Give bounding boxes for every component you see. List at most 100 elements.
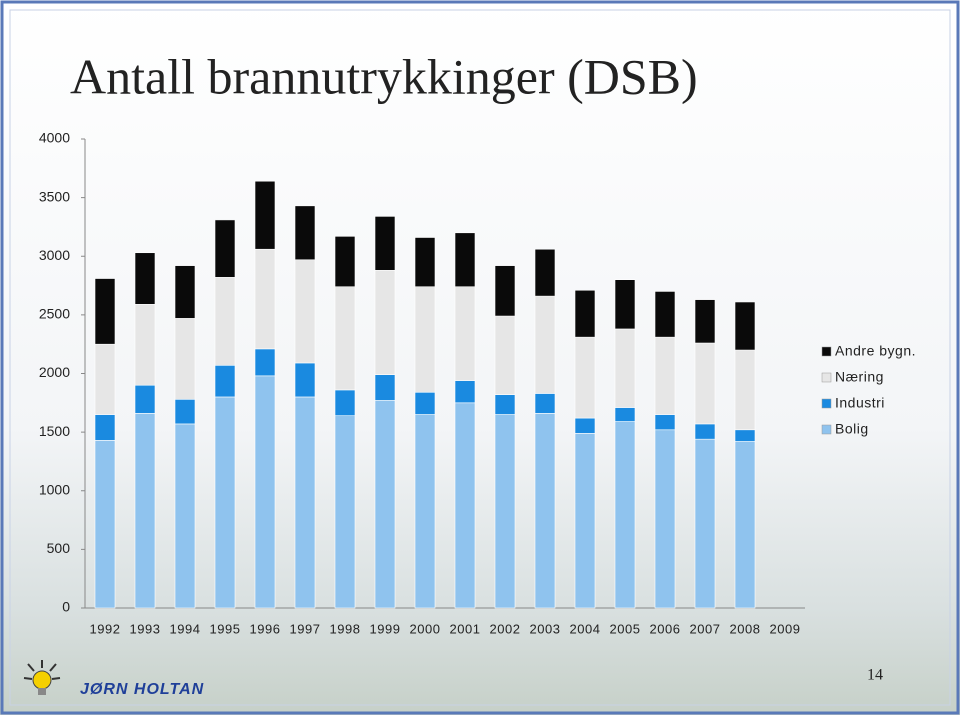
bar-segment — [254, 248, 276, 350]
bar-segment — [734, 301, 756, 351]
bar-segment — [414, 414, 436, 609]
bar-segment — [614, 279, 636, 330]
bar-segment — [694, 423, 716, 440]
x-tick-label: 1997 — [290, 621, 321, 636]
bar-segment — [374, 270, 396, 375]
bar-segment — [534, 393, 556, 414]
bar-segment — [134, 304, 156, 386]
slide-inner-border — [9, 9, 951, 706]
chart-title: Antall brannutrykkinger (DSB) — [70, 48, 698, 104]
bar-segment — [294, 362, 316, 398]
bar-segment — [334, 389, 356, 417]
bar-segment — [174, 423, 196, 609]
bar-segment — [734, 441, 756, 609]
x-tick-label: 2007 — [690, 621, 721, 636]
bar-segment — [414, 391, 436, 415]
bar-segment — [334, 415, 356, 609]
bar-segment — [214, 396, 236, 609]
bar-segment — [574, 289, 596, 338]
legend-label: Bolig — [835, 421, 869, 437]
bar-segment — [574, 417, 596, 434]
x-tick-label: 1994 — [170, 621, 201, 636]
legend-swatch — [821, 424, 832, 435]
x-tick-label: 2003 — [530, 621, 561, 636]
x-tick-label: 1995 — [210, 621, 241, 636]
y-tick-label: 4000 — [39, 130, 70, 146]
bar-segment — [654, 429, 676, 609]
bar-segment — [94, 440, 116, 609]
legend-swatch — [821, 398, 832, 409]
bar-segment — [174, 318, 196, 400]
bar-segment — [614, 421, 636, 609]
bar-segment — [254, 348, 276, 377]
bar-segment — [134, 413, 156, 609]
bar-segment — [214, 277, 236, 366]
author: JØRN HOLTAN — [80, 681, 204, 698]
bar-segment — [734, 349, 756, 431]
bar-segment — [174, 398, 196, 425]
bar-segment — [694, 342, 716, 425]
x-tick-label: 2004 — [570, 621, 601, 636]
bar-segment — [254, 375, 276, 609]
bar-segment — [654, 414, 676, 431]
bar-segment — [654, 291, 676, 338]
x-tick-label: 1992 — [90, 621, 121, 636]
legend-swatch — [821, 346, 832, 357]
bar-segment — [614, 328, 636, 408]
bar-segment — [534, 248, 556, 297]
bar-segment — [334, 236, 356, 288]
x-tick-label: 1996 — [250, 621, 281, 636]
y-tick-label: 500 — [47, 540, 71, 556]
bar-segment — [574, 336, 596, 419]
bar-segment — [134, 384, 156, 414]
y-tick-label: 0 — [62, 599, 70, 615]
bar-segment — [494, 414, 516, 609]
bar-segment — [374, 374, 396, 401]
bar-segment — [654, 336, 676, 415]
bar-segment — [694, 438, 716, 609]
bar-segment — [454, 232, 476, 288]
logo — [23, 660, 61, 695]
bar-segment — [294, 205, 316, 261]
x-tick-label: 2000 — [410, 621, 441, 636]
y-tick-label: 1500 — [39, 423, 70, 439]
x-tick-label: 2002 — [490, 621, 521, 636]
bar-segment — [294, 396, 316, 609]
x-tick-label: 1998 — [330, 621, 361, 636]
bar-segment — [414, 237, 436, 288]
x-tick-label: 2009 — [770, 621, 801, 636]
bar-segment — [214, 364, 236, 398]
x-tick-label: 2005 — [610, 621, 641, 636]
x-tick-label: 2006 — [650, 621, 681, 636]
bar-segment — [94, 414, 116, 441]
y-tick-label: 1000 — [39, 481, 70, 497]
bar-segment — [374, 216, 396, 271]
x-tick-label: 1993 — [130, 621, 161, 636]
bar-segment — [454, 380, 476, 404]
y-tick-label: 2500 — [39, 306, 70, 322]
bar-segment — [174, 265, 196, 319]
bar-segment — [454, 286, 476, 381]
legend-label: Andre bygn. — [835, 343, 916, 359]
bar-segment — [94, 343, 116, 415]
legend-label: Industri — [835, 395, 885, 411]
bar-segment — [334, 286, 356, 391]
bar-segment — [374, 400, 396, 609]
bar-segment — [494, 315, 516, 395]
x-tick-label: 1999 — [370, 621, 401, 636]
bar-segment — [94, 278, 116, 345]
bar-segment — [454, 402, 476, 609]
bar-segment — [694, 299, 716, 344]
bar-segment — [574, 432, 596, 609]
legend-swatch — [821, 372, 832, 383]
bar-segment — [414, 286, 436, 393]
x-tick-label: 2001 — [450, 621, 481, 636]
bar-segment — [254, 180, 276, 250]
bar-segment — [294, 259, 316, 364]
bar-segment — [734, 429, 756, 442]
bar-segment — [534, 413, 556, 609]
x-tick-label: 2008 — [730, 621, 761, 636]
